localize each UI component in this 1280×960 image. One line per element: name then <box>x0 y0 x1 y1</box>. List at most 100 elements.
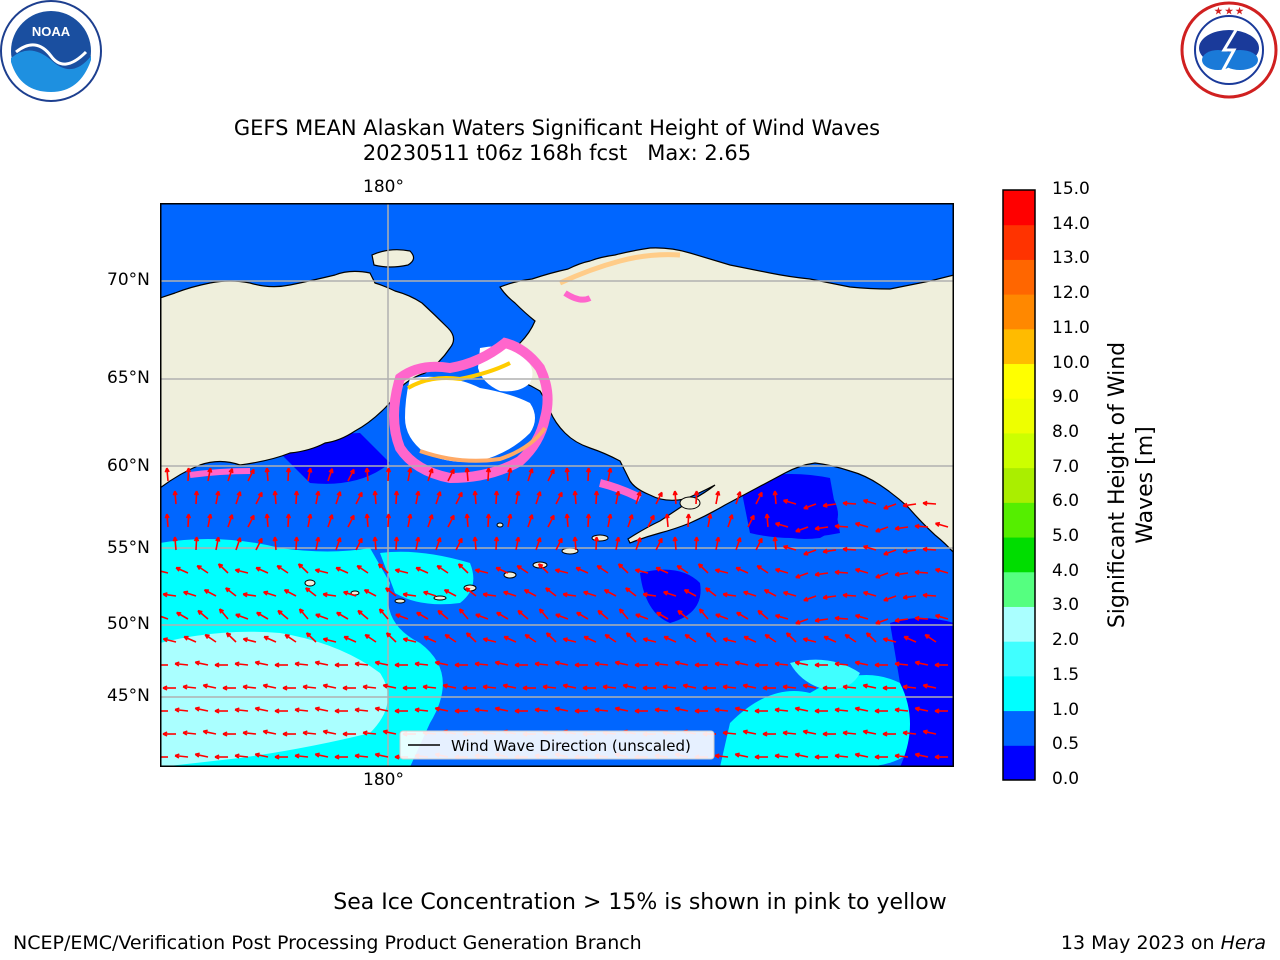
wind-wave-arrow <box>226 632 237 643</box>
wind-wave-arrow-head <box>922 592 928 596</box>
wind-wave-arrow <box>383 730 397 735</box>
wind-wave-arrow <box>507 468 512 482</box>
wind-wave-arrow-head <box>458 563 464 567</box>
wind-wave-arrow-head <box>323 683 328 687</box>
wind-wave-arrow-head <box>242 730 248 734</box>
wind-wave-arrow-head <box>294 753 300 757</box>
wind-wave-arrow <box>227 468 233 482</box>
wind-wave-arrow <box>842 685 857 689</box>
wind-wave-arrow-head <box>374 490 378 496</box>
map-panel: Wind Wave Direction (unscaled) <box>160 203 954 767</box>
wind-wave-arrow <box>757 610 769 620</box>
wind-wave-arrow <box>695 490 698 505</box>
wind-wave-arrow <box>203 684 217 689</box>
wind-wave-arrow-head <box>883 550 888 556</box>
wind-wave-arrow-head <box>182 730 188 734</box>
sea-ice-arctic-coast <box>558 252 681 286</box>
wind-wave-arrow-head <box>495 706 500 710</box>
wind-wave-arrow <box>176 611 189 620</box>
wind-wave-arrow <box>626 632 637 643</box>
wind-wave-arrow <box>743 591 757 597</box>
wind-wave-arrow-head <box>195 660 200 664</box>
wind-wave-arrow <box>386 632 397 643</box>
wind-wave-arrow-head <box>317 491 321 496</box>
wind-wave-arrow-head <box>255 706 260 710</box>
wind-wave-arrow-head <box>914 615 920 619</box>
wind-wave-arrow-head <box>334 662 340 666</box>
wind-wave-arrow-head <box>834 753 840 757</box>
wind-wave-arrow-head <box>323 729 328 733</box>
wind-wave-arrow <box>215 491 220 505</box>
wind-wave-arrow <box>196 565 209 574</box>
wind-wave-arrow <box>534 708 549 712</box>
wind-wave-arrow <box>883 638 897 643</box>
wind-wave-arrow-head <box>509 468 513 473</box>
noaa-logo: NOAA <box>0 0 102 102</box>
wind-wave-arrow <box>435 537 441 551</box>
wind-wave-arrow-head <box>562 592 568 595</box>
wind-wave-arrow <box>635 569 649 574</box>
wind-wave-arrow-head <box>735 752 740 756</box>
wind-wave-arrow <box>174 536 177 551</box>
wind-wave-arrow <box>714 708 729 712</box>
wind-wave-arrow-head <box>395 490 400 496</box>
wind-wave-arrow-head <box>874 662 880 666</box>
wind-wave-arrow <box>735 566 749 574</box>
wind-wave-arrow <box>684 634 697 643</box>
wind-wave-arrow-head <box>683 683 688 687</box>
wind-wave-arrow <box>395 536 398 551</box>
wind-wave-arrow <box>674 490 677 505</box>
wind-wave-arrow-head <box>287 513 292 519</box>
wind-wave-arrow-head <box>882 731 888 735</box>
wind-wave-arrow-head <box>263 590 269 593</box>
wind-wave-arrow-head <box>814 571 820 576</box>
wind-wave-arrow <box>723 593 737 597</box>
wind-wave-arrow <box>195 753 209 758</box>
wind-wave-arrow <box>474 536 477 551</box>
wind-wave-arrow <box>766 513 769 528</box>
wind-wave-arrow <box>247 515 255 528</box>
colorbar-tick-label: 7.0 <box>1052 456 1080 477</box>
wind-wave-arrow <box>347 469 355 482</box>
wind-wave-arrow-head <box>195 706 200 710</box>
wind-wave-arrow-head <box>842 730 848 734</box>
wind-wave-arrow-head <box>242 592 248 595</box>
wind-wave-arrow <box>875 618 889 625</box>
wind-wave-arrow-head <box>795 660 800 664</box>
wind-wave-arrow <box>466 632 477 643</box>
wind-wave-arrow <box>786 632 797 643</box>
wind-wave-arrow-head <box>775 521 781 525</box>
wind-wave-arrow-head <box>375 752 380 756</box>
sea-ice-hope <box>563 290 592 303</box>
wind-wave-arrow <box>855 707 869 712</box>
wind-wave-arrow <box>894 708 909 712</box>
wind-wave-arrow <box>863 545 877 551</box>
wind-wave-arrow <box>435 661 449 666</box>
wind-wave-arrow <box>414 708 429 712</box>
wind-wave-arrow <box>764 634 777 643</box>
wind-wave-arrow-head <box>414 707 420 711</box>
wind-wave-arrow-head <box>517 537 521 542</box>
wind-wave-arrow-head <box>417 491 421 496</box>
wind-wave-arrow-head <box>695 490 700 496</box>
map-legend: Wind Wave Direction (unscaled) <box>399 730 715 760</box>
wind-wave-arrow-head <box>474 707 480 711</box>
wind-wave-arrow <box>287 513 290 528</box>
wind-wave-arrow <box>903 503 917 507</box>
wind-wave-arrow-head <box>615 706 620 710</box>
wind-wave-arrow-head <box>375 660 380 664</box>
wind-wave-arrow-head <box>203 683 208 687</box>
wind-wave-arrow <box>235 569 249 574</box>
wind-wave-arrow <box>527 468 533 482</box>
wind-wave-arrow <box>294 754 309 758</box>
wind-wave-arrow <box>705 587 717 597</box>
wind-wave-arrow <box>174 662 189 666</box>
wind-wave-arrow-head <box>315 660 320 664</box>
wind-wave-arrow <box>336 611 349 620</box>
wind-wave-arrow <box>655 566 669 574</box>
wind-wave-arrow <box>903 635 917 643</box>
wind-wave-arrow <box>174 708 189 712</box>
wind-wave-arrow <box>775 614 789 620</box>
wind-wave-arrow-head <box>834 615 840 619</box>
wind-wave-arrow-head <box>814 662 820 666</box>
